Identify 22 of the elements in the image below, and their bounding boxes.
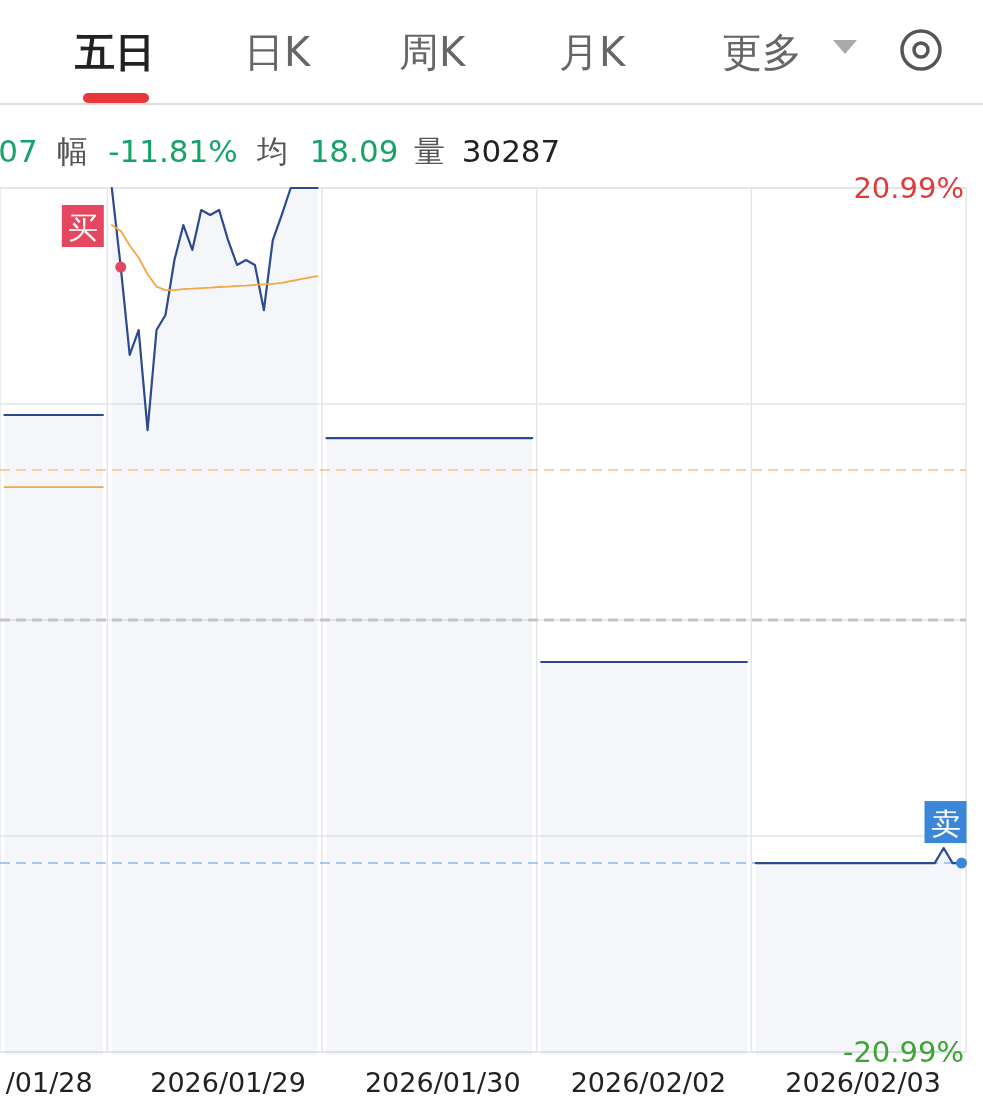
annotation: 买 xyxy=(67,210,98,246)
annotation: 卖 xyxy=(930,806,961,842)
text: 量 xyxy=(413,133,445,169)
text: 月K xyxy=(558,29,627,75)
text: 07 xyxy=(0,133,38,169)
text: 更多 xyxy=(722,29,802,75)
y-tick-label: 20.99% xyxy=(853,171,964,205)
x-tick-label: 2026/01/30 xyxy=(364,1067,521,1098)
text: 日K xyxy=(243,29,312,75)
x-tick-label: /01/28 xyxy=(5,1067,93,1098)
y-tick-label: -20.99% xyxy=(842,1035,964,1069)
text: 幅 xyxy=(56,133,88,169)
text: 五日 xyxy=(74,29,155,75)
x-tick-label: 2026/02/02 xyxy=(570,1067,727,1098)
text: 30287 xyxy=(461,133,561,169)
x-tick-label: 2026/01/29 xyxy=(150,1067,306,1098)
text: 18.09 xyxy=(309,133,399,169)
text: 均 xyxy=(255,133,288,169)
text: -11.81% xyxy=(108,133,238,169)
line-series xyxy=(110,224,319,291)
text: 周K xyxy=(398,29,467,75)
x-tick-label: 2026/02/03 xyxy=(785,1067,941,1098)
